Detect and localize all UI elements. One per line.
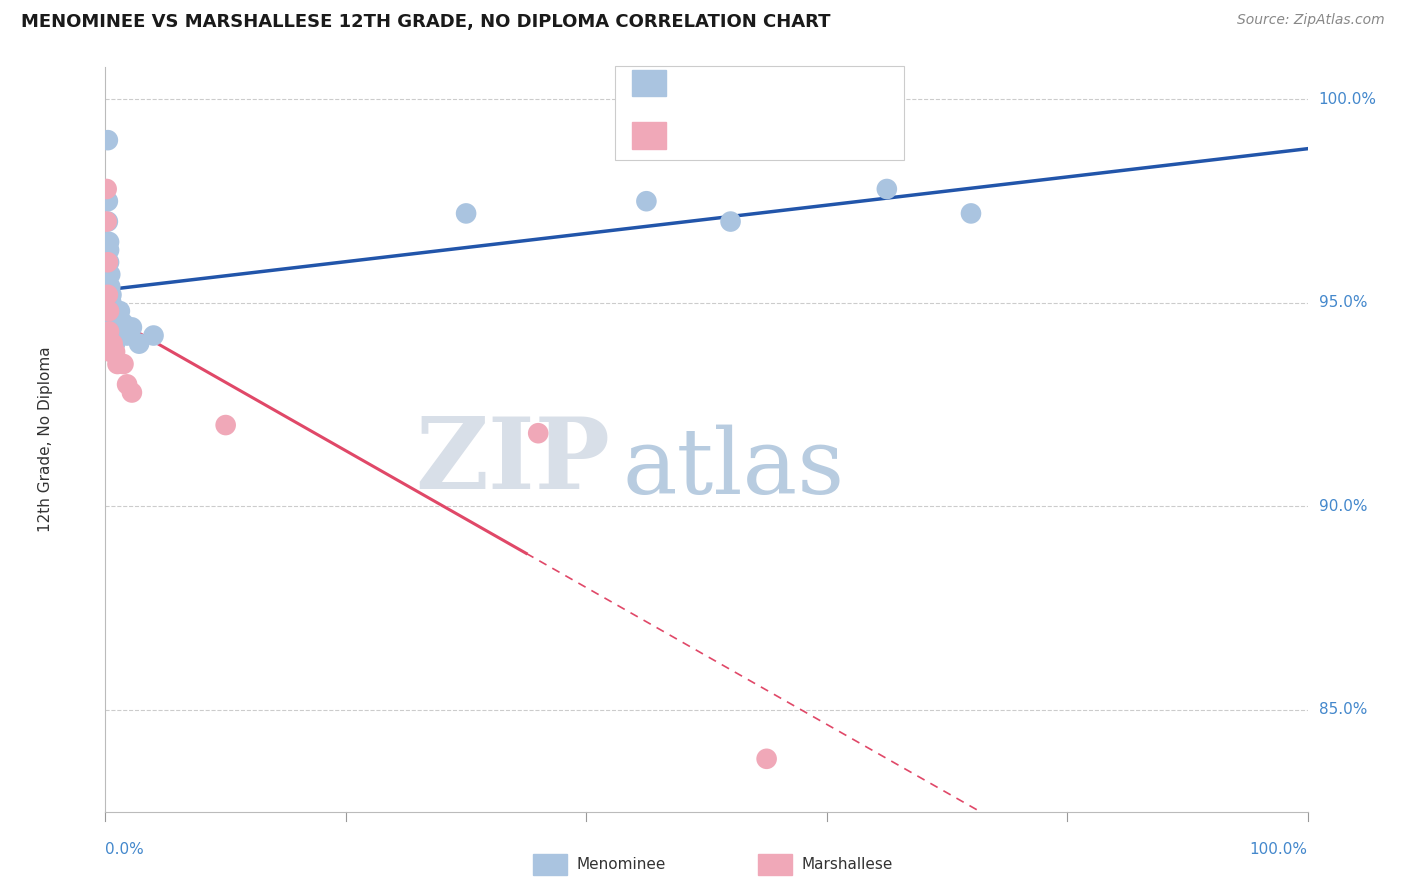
Point <box>98 235 121 249</box>
Point <box>103 328 125 343</box>
Point <box>112 316 135 330</box>
Text: 12th Grade, No Diploma: 12th Grade, No Diploma <box>38 346 53 533</box>
Point <box>100 288 122 302</box>
Text: atlas: atlas <box>623 425 845 513</box>
Text: Menominee: Menominee <box>576 857 666 871</box>
Point <box>98 279 121 293</box>
Text: ZIP: ZIP <box>415 413 610 510</box>
Point <box>98 304 121 318</box>
Point <box>98 255 121 269</box>
Point <box>112 357 135 371</box>
Text: 100.0%: 100.0% <box>1319 92 1376 107</box>
Point <box>96 182 118 196</box>
Point <box>755 752 778 766</box>
Text: R =: R = <box>673 127 709 145</box>
Point <box>97 133 120 147</box>
Text: MENOMINEE VS MARSHALLESE 12TH GRADE, NO DIPLOMA CORRELATION CHART: MENOMINEE VS MARSHALLESE 12TH GRADE, NO … <box>21 13 831 31</box>
Text: 85.0%: 85.0% <box>1319 703 1367 717</box>
Text: 0.0%: 0.0% <box>105 841 145 856</box>
Text: N = 16: N = 16 <box>789 127 846 145</box>
Point <box>101 316 124 330</box>
Point <box>98 268 121 282</box>
Point <box>97 288 120 302</box>
Text: 90.0%: 90.0% <box>1319 499 1367 514</box>
Text: Marshallese: Marshallese <box>801 857 893 871</box>
Point <box>527 426 550 441</box>
Point <box>98 325 121 339</box>
Point <box>100 296 122 310</box>
Text: -0.458: -0.458 <box>710 127 769 145</box>
Point <box>98 243 121 257</box>
Text: 100.0%: 100.0% <box>1250 841 1308 856</box>
Point <box>121 320 143 334</box>
Point <box>214 418 236 433</box>
Text: 95.0%: 95.0% <box>1319 295 1367 310</box>
Point <box>97 194 120 209</box>
Point <box>121 385 143 400</box>
Point <box>454 206 477 220</box>
Point <box>97 255 120 269</box>
Point <box>108 304 131 318</box>
Point <box>128 336 150 351</box>
Text: 0.153: 0.153 <box>718 74 770 92</box>
Point <box>636 194 658 209</box>
Point <box>142 328 165 343</box>
Point <box>96 214 118 228</box>
Point <box>98 344 121 359</box>
Point <box>960 206 983 220</box>
Point <box>103 325 125 339</box>
Point <box>876 182 898 196</box>
Point <box>97 214 120 228</box>
Point <box>104 336 127 351</box>
Text: N = 26: N = 26 <box>789 74 846 92</box>
Point <box>101 336 124 351</box>
Point <box>101 304 124 318</box>
Text: Source: ZipAtlas.com: Source: ZipAtlas.com <box>1237 13 1385 28</box>
Text: R =: R = <box>673 74 709 92</box>
Point <box>720 214 742 228</box>
Point <box>104 344 127 359</box>
Point <box>107 357 129 371</box>
Point <box>115 377 138 392</box>
Point <box>115 328 138 343</box>
